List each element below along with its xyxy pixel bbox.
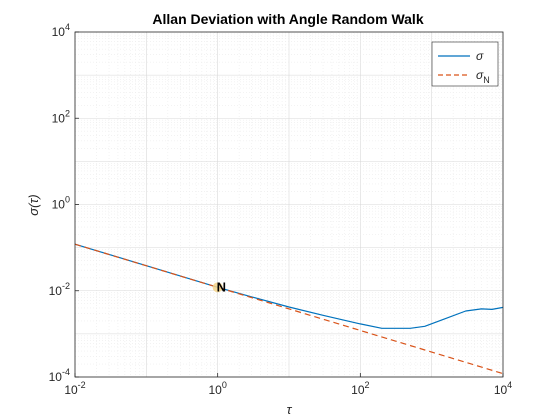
series-layer — [74, 243, 504, 375]
y-tick-label: 10-2 — [49, 281, 70, 298]
annotation-marker — [212, 282, 223, 293]
series-line-2 — [74, 243, 504, 375]
legend-entry: σN — [476, 68, 490, 85]
x-tick-label: 100 — [208, 380, 226, 397]
x-tick-label: 102 — [351, 380, 369, 397]
legend: σ σN — [431, 41, 499, 87]
y-tick-label: 10-4 — [49, 367, 70, 384]
y-tick-label: 100 — [52, 195, 70, 212]
legend-entry: σ — [476, 49, 484, 63]
y-axis-label: σ(τ) — [26, 194, 41, 215]
legend-box — [431, 41, 499, 87]
chart-title: Allan Deviation with Angle Random Walk — [152, 11, 423, 27]
x-tick-label: 10-2 — [64, 380, 85, 397]
x-tick-label: 104 — [494, 380, 512, 397]
annotation-label: N — [217, 279, 226, 294]
annotations: N — [212, 279, 226, 294]
y-tick-label: 102 — [52, 108, 70, 125]
x-axis-label: τ — [287, 402, 293, 417]
y-tick-label: 104 — [52, 22, 70, 39]
